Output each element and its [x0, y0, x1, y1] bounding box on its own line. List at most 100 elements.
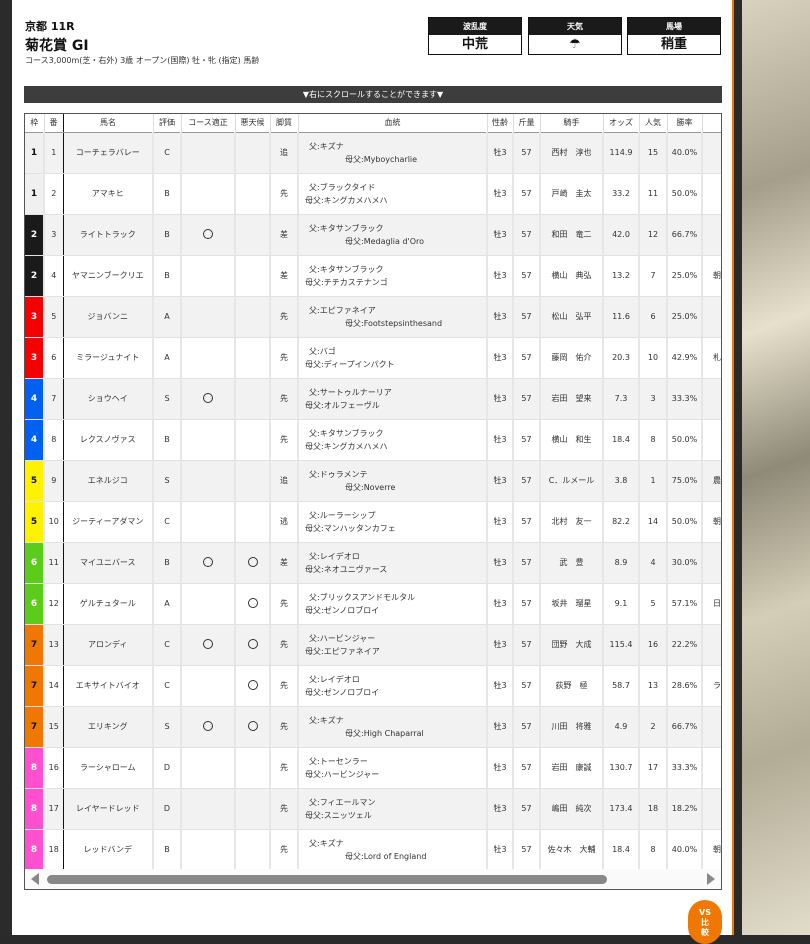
carried-weight: 57	[513, 419, 541, 461]
bloodline: 父:サートゥルナーリア 母父:オルフェーヴル	[298, 378, 488, 420]
bad-weather-aptitude	[235, 132, 271, 174]
running-style: 差	[270, 214, 299, 256]
circle-mark-icon	[203, 392, 213, 403]
horse-name[interactable]: レッドバンデ	[63, 829, 154, 871]
horse-name[interactable]: ラーシャローム	[63, 747, 154, 789]
table-row[interactable]: 5 9 エネルジコ S 追父:ドゥラメンテ 母父:Noverre 牡3 57 C．ルメール 3.8…	[25, 460, 721, 502]
course-aptitude	[181, 173, 236, 215]
extra-info: 日	[702, 583, 721, 625]
table-row[interactable]: 3 6 ミラージュナイト A 先父:バゴ 母父:ディープインパクト 牡3 57 藤岡 佑介 20.…	[25, 337, 721, 379]
table-row[interactable]: 7 15 エリキング S 先父:キズナ 母父:High Chaparral 牡3 57 川田 将…	[25, 706, 721, 748]
circle-mark-icon	[247, 597, 258, 608]
sex-age: 牡3	[487, 501, 514, 543]
extra-info	[702, 747, 721, 789]
table-header-row: 枠番馬名 評価 コース適正 悪天候 脚質 血統 性齢 斤量 騎手 オッズ 人気 勝率	[25, 114, 721, 133]
win-rate: 66.7%	[667, 706, 703, 748]
rating: C	[153, 501, 182, 543]
vs-compare-button[interactable]: VS比較	[688, 900, 722, 944]
popularity: 14	[639, 501, 668, 543]
table-row[interactable]: 7 13 アロンディ C 先父:ハービンジャー 母父:エピファネイア 牡3 57 団野 大成 11…	[25, 624, 721, 666]
scroll-left-arrow-icon[interactable]	[31, 873, 39, 885]
circle-mark-icon	[203, 720, 213, 731]
vs-compare-label: VS比較	[699, 908, 711, 937]
sex-age: 牡3	[487, 706, 514, 748]
odds: 18.4	[603, 419, 640, 461]
scroll-right-arrow-icon[interactable]	[707, 873, 715, 885]
bad-weather-aptitude	[235, 173, 271, 215]
table-row[interactable]: 7 14 エキサイトバイオ C 先父:レイデオロ 母父:ゼンノロブロイ 牡3 57 荻野 極 58…	[25, 665, 721, 707]
table-row[interactable]: 1 2 アマキヒ B 先父:ブラックタイド 母父:キングカメハメハ 牡3 57 戸崎 圭太 33.…	[25, 173, 721, 215]
column-header: 性齢	[487, 114, 514, 133]
table-row[interactable]: 4 7 ショウヘイ S 先父:サートゥルナーリア 母父:オルフェーヴル 牡3 57 岩田 望来 7…	[25, 378, 721, 420]
jockey: 岩田 康誠	[540, 747, 604, 789]
carried-weight: 57	[513, 542, 541, 584]
table-row[interactable]: 4 8 レクスノヴァス B 先父:キタサンブラック 母父:キングカメハメハ 牡3 57 横山 和…	[25, 419, 721, 461]
odds: 42.0	[603, 214, 640, 256]
sex-age: 牡3	[487, 419, 514, 461]
course-aptitude	[181, 419, 236, 461]
rating: B	[153, 419, 182, 461]
table-row[interactable]: 5 10 ジーティーアダマン C 逃父:ルーラーシップ 母父:マンハッタンカフェ 牡3 57 北…	[25, 501, 721, 543]
odds: 13.2	[603, 255, 640, 297]
horse-name[interactable]: ジーティーアダマン	[63, 501, 154, 543]
sex-age: 牡3	[487, 583, 514, 625]
horse-name[interactable]: ジョバンニ	[63, 296, 154, 338]
horse-name[interactable]: エキサイトバイオ	[63, 665, 154, 707]
running-style: 先	[270, 173, 299, 215]
rating: B	[153, 255, 182, 297]
race-title: 菊花賞 GI	[25, 38, 89, 54]
horse-name[interactable]: ゲルチュタール	[63, 583, 154, 625]
carried-weight: 57	[513, 132, 541, 174]
bad-weather-aptitude	[235, 460, 271, 502]
sire: 父:キタサンブラック	[309, 428, 384, 438]
table-row[interactable]: 3 5 ジョバンニ A 先父:エピファネイア 母父:Footstepsinthesand 牡…	[25, 296, 721, 338]
extra-info: ラ	[702, 665, 721, 707]
horse-name[interactable]: ヤマニンブークリエ	[63, 255, 154, 297]
dam-sire: 母父:Lord of England	[345, 851, 427, 861]
popularity: 2	[639, 706, 668, 748]
table-row[interactable]: 2 4 ヤマニンブークリエ B 差父:キタサンブラック 母父:チチカステナンゴ 牡3 57 横山…	[25, 255, 721, 297]
win-rate: 30.0%	[667, 542, 703, 584]
bad-weather-aptitude	[235, 255, 271, 297]
horse-name[interactable]: レイヤードレッド	[63, 788, 154, 830]
horse-name[interactable]: アロンディ	[63, 624, 154, 666]
jockey: 嶋田 純次	[540, 788, 604, 830]
odds: 33.2	[603, 173, 640, 215]
odds: 114.9	[603, 132, 640, 174]
table-row[interactable]: 8 18 レッドバンデ B 先父:キズナ 母父:Lord of England 牡3 57 佐々…	[25, 829, 721, 871]
horse-name[interactable]: コーチェラバレー	[63, 132, 154, 174]
horse-name[interactable]: レクスノヴァス	[63, 419, 154, 461]
upset-level-box: 波乱度 中荒	[428, 17, 522, 55]
jockey: 戸崎 圭太	[540, 173, 604, 215]
table-row[interactable]: 8 16 ラーシャローム D 先父:トーセンラー 母父:ハービンジャー 牡3 57 岩田 康誠 1…	[25, 747, 721, 789]
table-row[interactable]: 8 17 レイヤードレッド D 先父:フィエールマン 母父:スニッツェル 牡3 57 嶋田 純次…	[25, 788, 721, 830]
horse-number: 16	[44, 747, 64, 789]
horizontal-scrollbar[interactable]	[25, 869, 721, 889]
horse-name[interactable]: マイユニバース	[63, 542, 154, 584]
left-rail	[0, 0, 12, 935]
horse-name[interactable]: ライトトラック	[63, 214, 154, 256]
horse-name[interactable]: エリキング	[63, 706, 154, 748]
sex-age: 牡3	[487, 214, 514, 256]
rating: D	[153, 788, 182, 830]
scrollbar-thumb[interactable]	[47, 875, 607, 884]
horse-name[interactable]: ショウヘイ	[63, 378, 154, 420]
horse-name[interactable]: アマキヒ	[63, 173, 154, 215]
horse-name[interactable]: エネルジコ	[63, 460, 154, 502]
jockey: 北村 友一	[540, 501, 604, 543]
table-row[interactable]: 6 11 マイユニバース B 差父:レイデオロ 母父:ネオユニヴァース 牡3 57 武 豊 8.9…	[25, 542, 721, 584]
table-row[interactable]: 6 12 ゲルチュタール A 先父:ブリックスアンドモルタル 母父:ゼンノロブロイ 牡3 57…	[25, 583, 721, 625]
table-row[interactable]: 1 1 コーチェラバレー C 追父:キズナ 母父:Myboycharlie 牡3 57 西村 淳…	[25, 132, 721, 174]
win-rate: 22.2%	[667, 624, 703, 666]
horse-number: 17	[44, 788, 64, 830]
horse-number: 15	[44, 706, 64, 748]
jockey: 武 豊	[540, 542, 604, 584]
running-style: 先	[270, 829, 299, 871]
sex-age: 牡3	[487, 378, 514, 420]
horse-name[interactable]: ミラージュナイト	[63, 337, 154, 379]
entries-table-container[interactable]: 枠番馬名 評価 コース適正 悪天候 脚質 血統 性齢 斤量 騎手 オッズ 人気 勝率 1 1 コーチェラバ…	[24, 113, 722, 890]
table-row[interactable]: 2 3 ライトトラック B 差父:キタサンブラック 母父:Medaglia d'Oro 牡3…	[25, 214, 721, 256]
bad-weather-aptitude	[235, 583, 271, 625]
dam-sire: 母父:マンハッタンカフェ	[305, 523, 396, 533]
win-rate: 42.9%	[667, 337, 703, 379]
